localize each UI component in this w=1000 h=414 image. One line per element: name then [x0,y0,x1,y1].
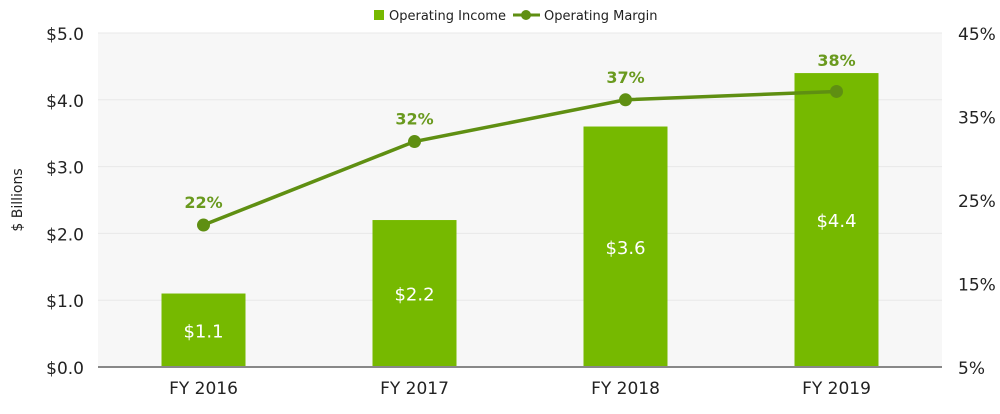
line-data-label: 38% [817,51,855,70]
line-data-label: 37% [606,68,644,87]
legend: Operating Income Operating Margin [374,9,658,24]
y-tick-label: $0.0 [46,359,84,379]
x-tick-label: FY 2016 [169,379,238,399]
point-operating-margin [830,84,843,98]
x-tick-label: FY 2019 [802,379,871,399]
point-operating-margin [197,218,210,232]
y-tick-label: $1.0 [46,292,84,312]
point-operating-margin [619,93,632,107]
y-axis-label: $ Billions [10,168,26,231]
bar-operating-income [161,293,246,367]
y-tick-label: $4.0 [46,92,84,112]
y2-tick-label: 25% [958,192,996,212]
x-tick-label: FY 2018 [591,379,660,399]
y-tick-label: $5.0 [46,25,84,45]
y2-tick-label: 35% [958,109,996,129]
point-operating-margin [408,135,421,149]
y2-tick-label: 15% [958,276,996,296]
y2-tick-label: 5% [958,359,985,379]
bar-data-label: $3.6 [605,238,645,259]
line-data-label: 32% [395,110,433,129]
legend-marker-operating-margin [521,10,531,20]
bar-operating-income [583,126,668,368]
legend-swatch-operating-income [374,10,384,20]
y2-tick-label: 45% [958,25,996,45]
bar-operating-income [794,73,879,367]
legend-label-operating-income: Operating Income [389,9,506,24]
bar-operating-income [372,220,457,367]
bar-data-label: $2.2 [394,285,434,306]
bar-data-label: $1.1 [183,321,223,342]
legend-label-operating-margin: Operating Margin [544,9,658,24]
bar-data-label: $4.4 [816,211,856,232]
line-operating-margin [202,89,837,227]
line-data-label: 22% [184,193,222,212]
y-tick-label: $2.0 [46,225,84,245]
x-tick-label: FY 2017 [380,379,449,399]
y-tick-label: $3.0 [46,159,84,179]
